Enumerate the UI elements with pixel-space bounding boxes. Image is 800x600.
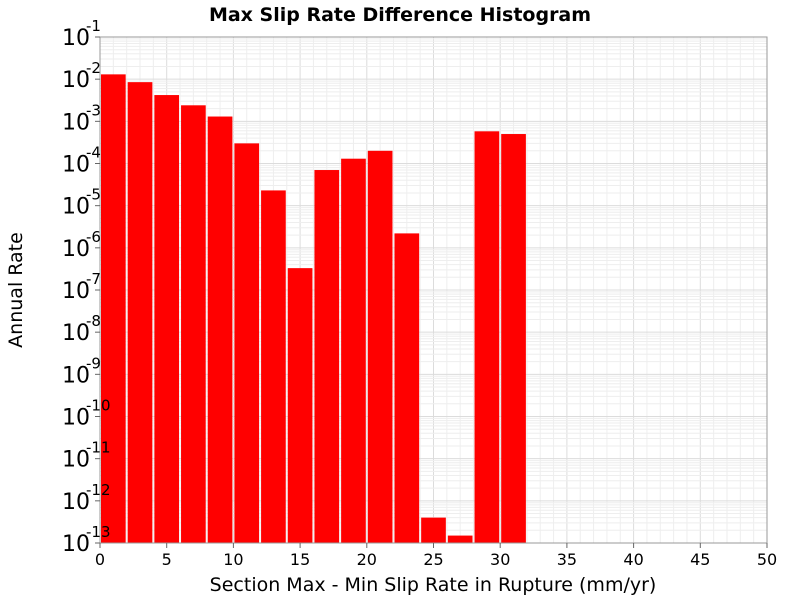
- histogram-bar: [421, 517, 446, 543]
- x-tick-label: 40: [623, 550, 643, 569]
- histogram-bar: [234, 143, 260, 543]
- histogram-bar: [501, 134, 526, 543]
- y-tick-exponent: -4: [86, 144, 101, 162]
- histogram-bar: [314, 170, 340, 544]
- y-tick-label: 10: [62, 237, 90, 262]
- histogram-bar: [341, 158, 366, 544]
- y-tick-label: 10: [62, 110, 90, 135]
- y-tick-label: 10: [62, 363, 90, 388]
- y-tick-label: 10: [62, 279, 90, 304]
- y-tick-exponent: -3: [86, 101, 101, 119]
- y-tick-label: 10: [62, 26, 90, 51]
- histogram-bar: [154, 95, 180, 544]
- histogram-bar: [287, 268, 313, 543]
- chart-title: Max Slip Rate Difference Histogram: [209, 4, 591, 26]
- y-tick-label: 10: [62, 490, 90, 515]
- histogram-bar: [261, 190, 286, 543]
- y-tick-exponent: -11: [86, 439, 111, 457]
- x-tick-label: 25: [423, 550, 443, 569]
- x-tick-label: 0: [95, 550, 105, 569]
- y-tick-label: 10: [62, 153, 90, 178]
- x-tick-label: 35: [557, 550, 577, 569]
- y-tick-exponent: -9: [86, 354, 101, 372]
- y-tick-exponent: -7: [86, 270, 101, 288]
- histogram-bar: [127, 82, 153, 544]
- y-tick-exponent: -6: [86, 228, 101, 246]
- bar-series: [101, 74, 526, 544]
- y-tick-exponent: -13: [86, 523, 111, 541]
- y-tick-label: 10: [62, 532, 90, 557]
- y-axis-ticks: 10-110-210-310-410-510-610-710-810-910-1…: [62, 17, 111, 557]
- x-tick-label: 10: [223, 550, 243, 569]
- x-tick-label: 15: [290, 550, 310, 569]
- y-tick-label: 10: [62, 321, 90, 346]
- y-tick-exponent: -8: [86, 312, 101, 330]
- y-axis-title: Annual Rate: [5, 232, 27, 348]
- histogram-bar: [207, 116, 233, 544]
- y-tick-exponent: -1: [86, 17, 101, 35]
- histogram-bar: [367, 150, 393, 543]
- x-tick-label: 20: [357, 550, 377, 569]
- histogram-bar: [181, 105, 206, 544]
- y-tick-exponent: -2: [86, 59, 101, 77]
- y-tick-label: 10: [62, 68, 90, 93]
- y-tick-label: 10: [62, 448, 90, 473]
- histogram-bar: [101, 74, 126, 543]
- x-axis-title: Section Max - Min Slip Rate in Rupture (…: [210, 574, 657, 596]
- y-tick-exponent: -10: [86, 397, 111, 415]
- histogram-bar: [447, 535, 473, 543]
- x-tick-label: 5: [162, 550, 172, 569]
- histogram-bar: [474, 131, 500, 544]
- x-tick-label: 45: [690, 550, 710, 569]
- y-tick-exponent: -5: [86, 186, 101, 204]
- y-tick-label: 10: [62, 195, 90, 220]
- x-tick-label: 50: [757, 550, 777, 569]
- y-tick-exponent: -12: [86, 481, 111, 499]
- x-axis-ticks: 0 5 10 15 20 25 30 35 40 45 50: [95, 543, 777, 569]
- y-tick-label: 10: [62, 406, 90, 431]
- histogram-bar: [394, 233, 420, 543]
- x-tick-label: 30: [490, 550, 510, 569]
